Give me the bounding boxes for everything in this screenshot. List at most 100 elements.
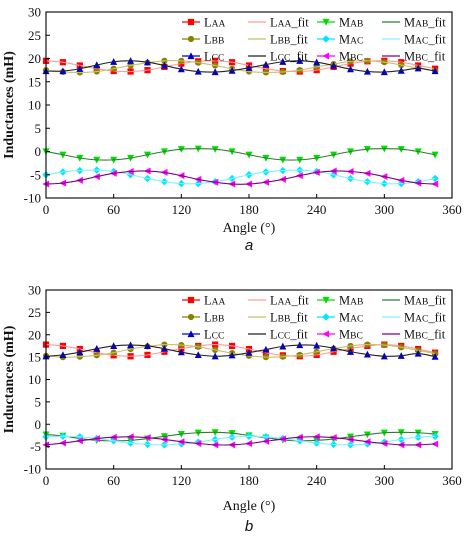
legend-label-main: M (404, 327, 415, 341)
legend-label-main: L (270, 327, 278, 341)
x-tick-label: 60 (107, 473, 120, 488)
legend-entry-LAA_fit: LAA_fit (248, 15, 309, 29)
x-tick-label: 120 (172, 473, 192, 488)
legend-label-sub: AB (415, 19, 428, 29)
legend-label-main: M (404, 15, 415, 29)
legend-label: MAC (339, 310, 363, 324)
legend-label-sub: CC (278, 53, 291, 63)
y-axis-label: Inductances (mH) (2, 51, 17, 159)
series-line-LCC_fit (45, 60, 436, 73)
legend-label: LAA_fit (270, 15, 309, 29)
legend-marker (187, 296, 195, 304)
legend-label: LAA (204, 293, 226, 307)
legend-label-suffix: _fit (289, 327, 308, 341)
legend-label-sub: AB (350, 19, 363, 29)
legend-label-main: L (204, 327, 212, 341)
series-group (42, 57, 439, 188)
legend-marker (187, 35, 195, 43)
y-tick-label: 15 (28, 74, 41, 89)
legend-label: MAB (339, 15, 363, 29)
legend-label: MAC_fit (404, 32, 446, 46)
legend-label: LCC (204, 49, 224, 63)
legend-label-sub: BB (212, 36, 225, 46)
legend-label-main: M (339, 32, 350, 46)
y-tick-label: 0 (35, 417, 42, 432)
legend-label-suffix: _fit (427, 49, 446, 63)
legend-marker (322, 330, 330, 338)
legend-label-main: L (204, 15, 212, 29)
legend-entry-LBB: LBB (182, 310, 224, 324)
legend-entry-MAC: MAC (317, 32, 363, 46)
legend-label-suffix: _fit (427, 293, 446, 307)
y-tick-label: 20 (28, 51, 41, 66)
y-tick-label: 25 (28, 305, 41, 320)
legend-entry-MAB_fit: MAB_fit (382, 293, 446, 307)
legend-entry-LAA: LAA (182, 15, 226, 29)
x-tick-label: 60 (107, 202, 120, 217)
legend-label-main: M (339, 310, 350, 324)
legend-label-sub: CC (278, 331, 291, 341)
legend-entry-LBB_fit: LBB_fit (248, 32, 308, 46)
legend-label-main: L (270, 15, 278, 29)
legend-entry-LCC_fit: LCC_fit (248, 327, 308, 341)
legend-entry-MAC_fit: MAC_fit (382, 32, 446, 46)
legend-label-main: L (270, 310, 278, 324)
x-tick-label: 360 (442, 202, 462, 217)
legend-label-sub: AA (212, 19, 226, 29)
legend-label-sub: BB (278, 36, 291, 46)
legend-label-sub: AA (212, 297, 226, 307)
legend-label: LCC (204, 327, 224, 341)
legend-label-sub: CC (212, 53, 225, 63)
y-tick-label: 15 (28, 350, 41, 365)
series-line-MBC_fit (45, 170, 436, 185)
legend-entry-MAB_fit: MAB_fit (382, 15, 446, 29)
legend-label-sub: BC (350, 331, 363, 341)
legend-label-sub: CC (212, 331, 225, 341)
legend-label-main: M (339, 293, 350, 307)
legend-label-main: M (339, 327, 350, 341)
x-axis-label: Angle (°) (223, 221, 276, 236)
series-line-MAB_fit (45, 148, 436, 161)
data-point-MAB-23 (431, 151, 439, 159)
legend-marker (187, 52, 195, 60)
legend-label-suffix: _fit (427, 327, 446, 341)
series-markers-LCC (42, 341, 439, 360)
legend-label: LBB_fit (270, 310, 308, 324)
x-tick-label: 360 (442, 473, 462, 488)
legend-label-sub: AC (415, 36, 428, 46)
legend-marker (187, 330, 195, 338)
legend-label: MAC_fit (404, 310, 446, 324)
x-tick-label: 300 (375, 202, 395, 217)
legend-label-main: L (270, 32, 278, 46)
y-tick-label: 25 (28, 28, 41, 43)
legend-marker (322, 35, 330, 43)
legend-entry-MBC: MBC (317, 49, 363, 63)
legend-label-suffix: _fit (427, 310, 446, 324)
legend-label-main: M (404, 49, 415, 63)
legend-label-sub: AA (278, 19, 292, 29)
legend-label-suffix: _fit (290, 293, 309, 307)
legend-label: LBB (204, 32, 224, 46)
legend-entry-LCC_fit: LCC_fit (248, 49, 308, 63)
legend-label-main: L (270, 49, 278, 63)
legend-label-suffix: _fit (427, 15, 446, 29)
y-tick-label: 5 (35, 394, 42, 409)
legend-label-main: L (204, 32, 212, 46)
legend-entry-MAC: MAC (317, 310, 363, 324)
panel-caption: a (245, 237, 253, 254)
legend-label-main: M (404, 32, 415, 46)
series-line-LCC_fit (45, 344, 436, 358)
legend-label-main: M (339, 15, 350, 29)
x-tick-label: 0 (43, 473, 50, 488)
legend-entry-MAB: MAB (317, 15, 363, 29)
legend-label: LAA_fit (270, 293, 309, 307)
y-tick-label: 10 (28, 372, 41, 387)
legend-label-suffix: _fit (290, 15, 309, 29)
legend-label-main: L (204, 49, 212, 63)
legend-label-main: M (404, 310, 415, 324)
legend-entry-LCC: LCC (182, 327, 224, 341)
legend-label-suffix: _fit (427, 32, 446, 46)
legend-entry-LBB: LBB (182, 32, 224, 46)
